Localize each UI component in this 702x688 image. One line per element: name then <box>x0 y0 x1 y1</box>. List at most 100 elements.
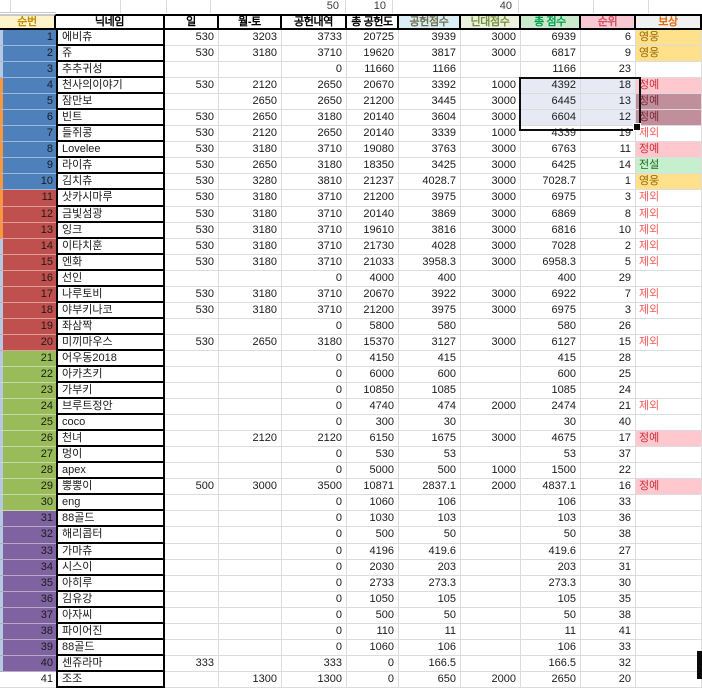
cell-c6[interactable] <box>461 62 521 79</box>
cell-nick[interactable]: 가마츄 <box>56 543 165 560</box>
cell-nick[interactable]: 에비츄 <box>56 30 165 47</box>
cell-c3[interactable]: 0 <box>282 463 347 480</box>
cell-rank[interactable]: 37 <box>581 447 636 464</box>
cell-c7[interactable]: 4392 <box>521 78 581 95</box>
cell-c1[interactable]: 530 <box>165 158 219 175</box>
cell-c4[interactable]: 5000 <box>347 463 399 480</box>
cell-nick[interactable]: 어우동2018 <box>56 350 165 367</box>
cell-rank[interactable]: 3 <box>581 302 636 319</box>
cell-c5[interactable]: 3816 <box>399 222 461 239</box>
cell-n[interactable]: 39 <box>0 639 56 656</box>
cell-c5[interactable]: 3763 <box>399 142 461 159</box>
header-cell-c1[interactable]: 일 <box>165 14 219 30</box>
cell-c5[interactable]: 4028 <box>399 238 461 255</box>
cell-reward[interactable] <box>636 318 702 335</box>
cell-c7[interactable]: 6816 <box>521 222 581 239</box>
cell-n[interactable]: 41 <box>0 671 56 688</box>
cell-c6[interactable]: 3000 <box>461 238 521 255</box>
cell-nick[interactable]: 아자씨 <box>56 607 165 624</box>
cell-nick[interactable]: 멍이 <box>56 447 165 464</box>
cell-c5[interactable]: 203 <box>399 559 461 576</box>
cell-nick[interactable]: Lovelee <box>56 142 165 159</box>
cell-c4[interactable]: 4740 <box>347 399 399 416</box>
cell-n[interactable]: 21 <box>0 350 56 367</box>
cell-c7[interactable]: 7028 <box>521 238 581 255</box>
header-cell-nick[interactable]: 닉네임 <box>56 14 165 30</box>
header-cell-c4[interactable]: 총 공헌도 <box>347 14 399 30</box>
cell-nick[interactable]: 선인 <box>56 270 165 287</box>
cell-reward[interactable] <box>636 270 702 287</box>
cell-rank[interactable]: 16 <box>581 479 636 496</box>
cell-c5[interactable]: 103 <box>399 511 461 528</box>
cell-c6[interactable] <box>461 559 521 576</box>
cell-c1[interactable] <box>165 623 219 640</box>
cell-rank[interactable]: 32 <box>581 655 636 672</box>
cell-c5[interactable]: 273.3 <box>399 575 461 592</box>
cell-reward[interactable]: 영웅 <box>636 174 702 191</box>
cell-n[interactable]: 33 <box>0 543 56 560</box>
cell-c5[interactable]: 3604 <box>399 110 461 127</box>
cell-n[interactable]: 11 <box>0 190 56 207</box>
cell-n[interactable]: 25 <box>0 415 56 432</box>
cell-nick[interactable]: 시스이 <box>56 559 165 576</box>
cell-n[interactable]: 34 <box>0 559 56 576</box>
cell-c5[interactable]: 474 <box>399 399 461 416</box>
cell-c2[interactable] <box>219 559 282 576</box>
cell-nick[interactable]: 센쥬라마 <box>56 655 165 672</box>
cell-c1[interactable]: 333 <box>165 655 219 672</box>
cell-c1[interactable] <box>165 575 219 592</box>
cell-c7[interactable]: 7028.7 <box>521 174 581 191</box>
cell-c2[interactable]: 3203 <box>219 30 282 47</box>
cell-nick[interactable]: 88골드 <box>56 511 165 528</box>
cell-rank[interactable]: 6 <box>581 30 636 47</box>
cell-n[interactable]: 27 <box>0 447 56 464</box>
cell-reward[interactable]: 정예 <box>636 78 702 95</box>
cell-reward[interactable]: 전설 <box>636 158 702 175</box>
cell-n[interactable]: 9 <box>0 158 56 175</box>
cell-rank[interactable]: 35 <box>581 591 636 608</box>
cell-reward[interactable] <box>636 623 702 640</box>
cell-c3[interactable]: 2650 <box>282 78 347 95</box>
cell-c3[interactable]: 3710 <box>282 190 347 207</box>
cell-n[interactable]: 31 <box>0 511 56 528</box>
cell-c4[interactable]: 500 <box>347 527 399 544</box>
cell-c3[interactable]: 2120 <box>282 431 347 448</box>
cell-c5[interactable]: 1085 <box>399 383 461 400</box>
cell-reward[interactable] <box>636 447 702 464</box>
cell-c7[interactable]: 6975 <box>521 190 581 207</box>
cell-c6[interactable] <box>461 447 521 464</box>
cell-rank[interactable]: 25 <box>581 366 636 384</box>
cell-c6[interactable] <box>461 607 521 624</box>
cell-c4[interactable]: 19080 <box>347 142 399 159</box>
cell-c5[interactable]: 3445 <box>399 94 461 111</box>
cell-nick[interactable]: 잠만보 <box>56 94 165 111</box>
cell-c4[interactable]: 20140 <box>347 126 399 143</box>
cell-rank[interactable]: 33 <box>581 639 636 656</box>
cell-reward[interactable]: 정예 <box>636 431 702 448</box>
cell-c2[interactable]: 3180 <box>219 222 282 239</box>
cell-c2[interactable]: 3180 <box>219 238 282 255</box>
cell-c3[interactable]: 0 <box>282 415 347 432</box>
cell-c2[interactable]: 3180 <box>219 206 282 223</box>
cell-reward[interactable] <box>636 383 702 400</box>
cell-c3[interactable]: 3810 <box>282 174 347 191</box>
cell-c7[interactable]: 30 <box>521 415 581 432</box>
cell-c6[interactable] <box>461 415 521 432</box>
cell-c2[interactable] <box>219 527 282 544</box>
cell-n[interactable]: 2 <box>0 46 56 63</box>
cell-c6[interactable]: 3000 <box>461 302 521 319</box>
cell-reward[interactable]: 제외 <box>636 190 702 207</box>
cell-c1[interactable]: 530 <box>165 110 219 127</box>
cell-c3[interactable]: 3710 <box>282 254 347 271</box>
cell-nick[interactable]: 해리콥터 <box>56 527 165 544</box>
cell-c3[interactable]: 3710 <box>282 46 347 63</box>
cell-rank[interactable]: 11 <box>581 142 636 159</box>
cell-n[interactable]: 6 <box>0 110 56 127</box>
cell-rank[interactable]: 31 <box>581 559 636 576</box>
cell-rank[interactable]: 30 <box>581 575 636 592</box>
cell-c1[interactable] <box>165 62 219 79</box>
cell-c6[interactable]: 3000 <box>461 46 521 63</box>
cell-c4[interactable]: 1060 <box>347 495 399 512</box>
cell-c5[interactable]: 3922 <box>399 286 461 303</box>
cell-n[interactable]: 35 <box>0 575 56 592</box>
